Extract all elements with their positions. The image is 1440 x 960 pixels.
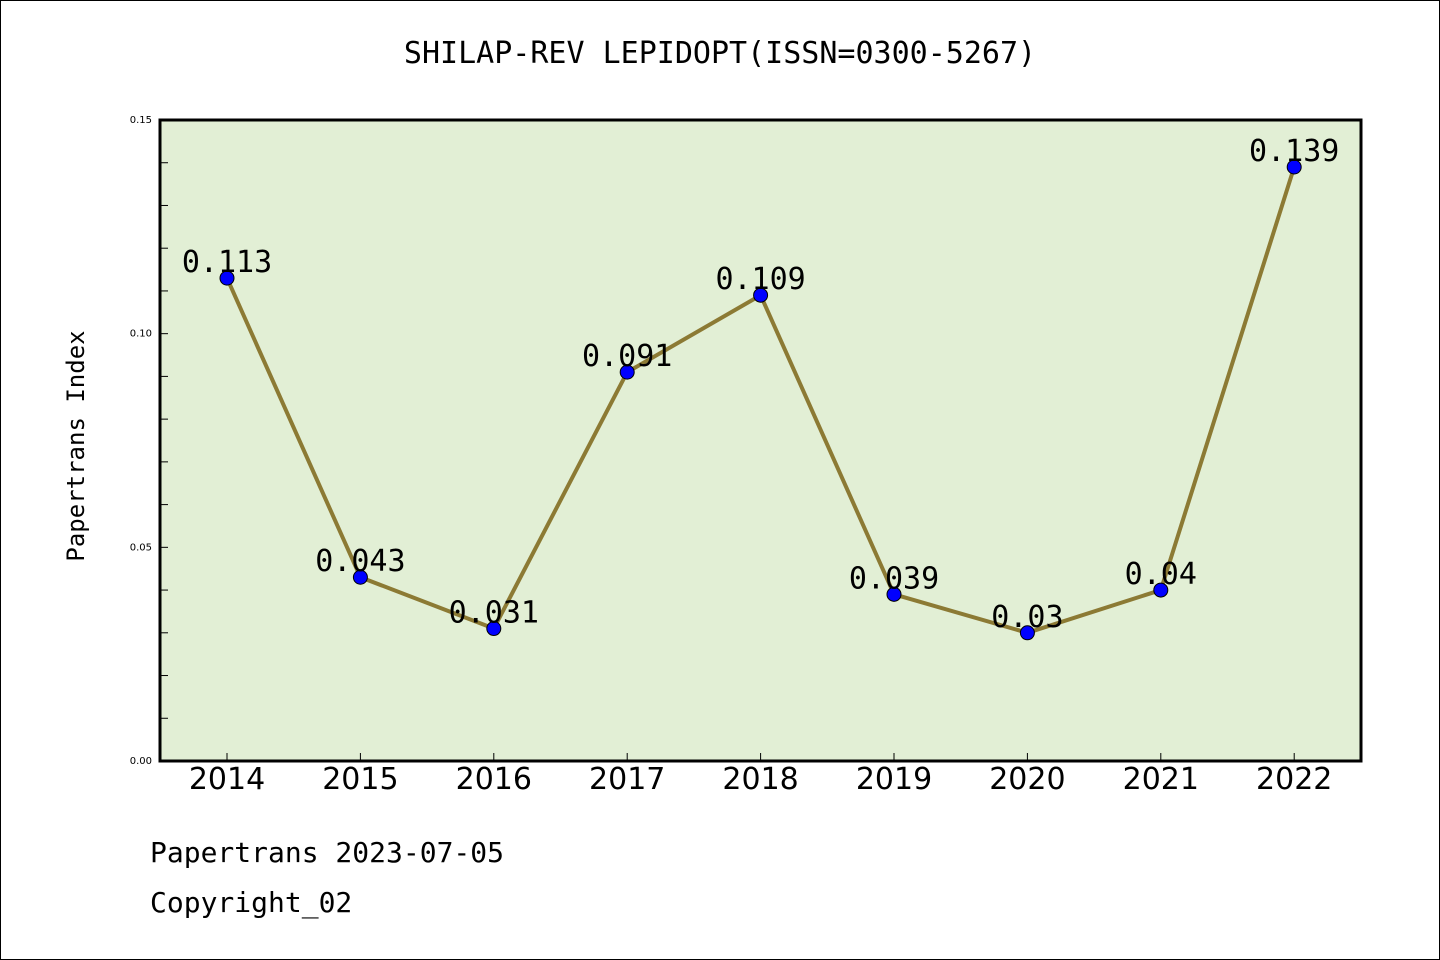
x-tick-label: 2022 bbox=[1256, 762, 1332, 797]
x-tick-label: 2015 bbox=[322, 762, 398, 797]
data-point bbox=[1019, 625, 1035, 641]
x-tick-label: 2016 bbox=[456, 762, 532, 797]
y-tick-label: 0.05 bbox=[130, 542, 152, 553]
data-point bbox=[352, 569, 368, 585]
y-tick-label: 0.00 bbox=[130, 756, 152, 767]
data-label: 0.031 bbox=[449, 596, 539, 631]
data-point bbox=[1153, 582, 1169, 598]
footer-copyright: Copyright_02 bbox=[150, 886, 353, 919]
data-point bbox=[753, 287, 769, 303]
x-tick-label: 2018 bbox=[722, 762, 798, 797]
data-label: 0.109 bbox=[715, 262, 805, 297]
data-label: 0.039 bbox=[849, 561, 939, 596]
x-tick-label: 2017 bbox=[589, 762, 665, 797]
y-tick-label: 0.10 bbox=[130, 329, 152, 340]
x-tick-label: 2019 bbox=[856, 762, 932, 797]
x-tick-label: 2014 bbox=[189, 762, 265, 797]
data-label: 0.113 bbox=[182, 245, 272, 280]
data-point bbox=[1286, 159, 1302, 175]
data-label: 0.03 bbox=[991, 600, 1063, 635]
data-label: 0.04 bbox=[1125, 557, 1197, 592]
chart-title: SHILAP-REV LEPIDOPT(ISSN=0300-5267) bbox=[403, 36, 1037, 71]
y-tick-label: 0.15 bbox=[130, 115, 152, 126]
x-tick-label: 2021 bbox=[1123, 762, 1199, 797]
data-label: 0.043 bbox=[315, 544, 405, 579]
data-label: 0.139 bbox=[1249, 134, 1339, 169]
data-point bbox=[886, 586, 902, 602]
x-tick-label: 2020 bbox=[989, 762, 1065, 797]
footer-date: Papertrans 2023-07-05 bbox=[150, 836, 505, 869]
data-label: 0.091 bbox=[582, 339, 672, 374]
data-point bbox=[219, 270, 235, 286]
plot-area bbox=[160, 120, 1361, 761]
data-point bbox=[619, 364, 635, 380]
plot-border bbox=[158, 118, 1363, 763]
data-point bbox=[486, 621, 502, 637]
